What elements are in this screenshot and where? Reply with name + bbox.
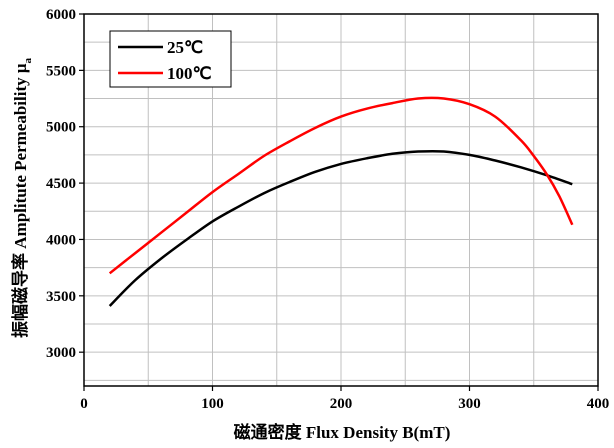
x-tick-label: 300 (458, 396, 481, 412)
y-tick-label: 5000 (46, 120, 76, 136)
x-tick-label: 400 (587, 396, 610, 412)
legend-box (109, 30, 232, 88)
series-line-0 (108, 149, 573, 307)
x-tick-label: 0 (80, 396, 88, 412)
ticks: 0 100 200 300 400 3000 3500 4000 4500 5000 5500 600… (46, 7, 609, 412)
y-axis-label: 振幅磁导率 Amplitute Permeability μa (10, 57, 34, 338)
grid (84, 14, 598, 386)
x-tick-label: 200 (330, 396, 353, 412)
y-tick-label: 4500 (46, 176, 76, 192)
x-tick-label: 100 (201, 396, 224, 412)
y-tick-label: 3000 (46, 345, 76, 361)
y-tick-label: 6000 (46, 7, 76, 23)
series-layer (108, 96, 574, 307)
x-axis-label: 磁通密度 Flux Density B(mT) (234, 422, 451, 442)
y-tick-label: 4000 (46, 232, 76, 248)
legend: 25℃ 100℃ (109, 30, 232, 88)
y-axis-label-subscript: a (22, 57, 34, 63)
legend-label-100c: 100℃ (167, 64, 212, 83)
series-line-1 (108, 96, 574, 275)
y-tick-label: 5500 (46, 63, 76, 79)
y-tick-label: 3500 (46, 289, 76, 305)
y-axis-label-main: 振幅磁导率 Amplitute Permeability μ (10, 63, 30, 338)
legend-label-25c: 25℃ (167, 38, 203, 57)
